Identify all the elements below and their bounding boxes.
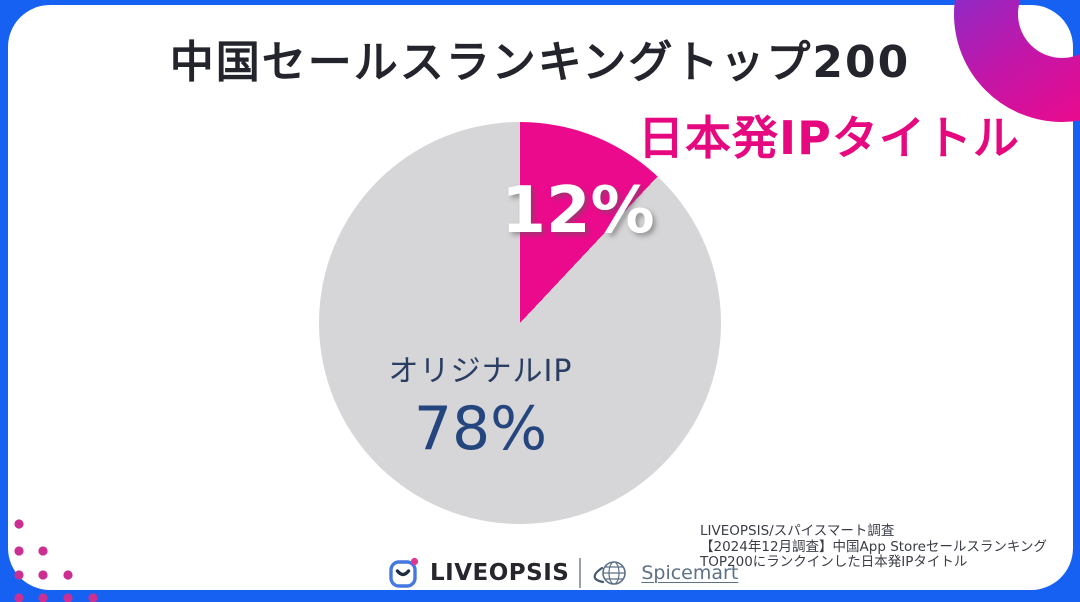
pie-center-label-name: オリジナルIP	[388, 354, 573, 389]
pie-chart	[319, 122, 721, 524]
pie-center-label-value: 78%	[413, 394, 548, 464]
corner-dots-decoration	[14, 519, 98, 602]
liveopsis-logo-text: LIVEOPSIS	[430, 560, 570, 586]
callout-label-japan-ip: 日本発IPタイトル	[638, 111, 1020, 165]
pie-slice-value-label: 12%	[501, 174, 655, 248]
footer-logos: LIVEOPSIS Spicemart	[388, 556, 738, 590]
liveopsis-logo-icon	[389, 557, 419, 588]
corner-ring-decoration	[954, 0, 1080, 122]
slide-title: 中国セールスランキングトップ200	[169, 37, 911, 88]
source-note-line3: TOP200にランクインした日本発IPタイトル	[700, 554, 968, 570]
spicemart-logo-text: Spicemart	[641, 562, 739, 584]
spicemart-globe-icon	[593, 561, 627, 585]
pie-center-label: オリジナルIP 78%	[383, 346, 578, 464]
source-note-line2: 【2024年12月調査】中国App Storeセールスランキング	[700, 538, 1047, 555]
logo-divider	[579, 558, 582, 588]
source-note-line1: LIVEOPSIS/スパイスマート調査	[700, 523, 895, 539]
source-note: LIVEOPSIS/スパイスマート調査 【2024年12月調査】中国App St…	[700, 523, 1070, 571]
